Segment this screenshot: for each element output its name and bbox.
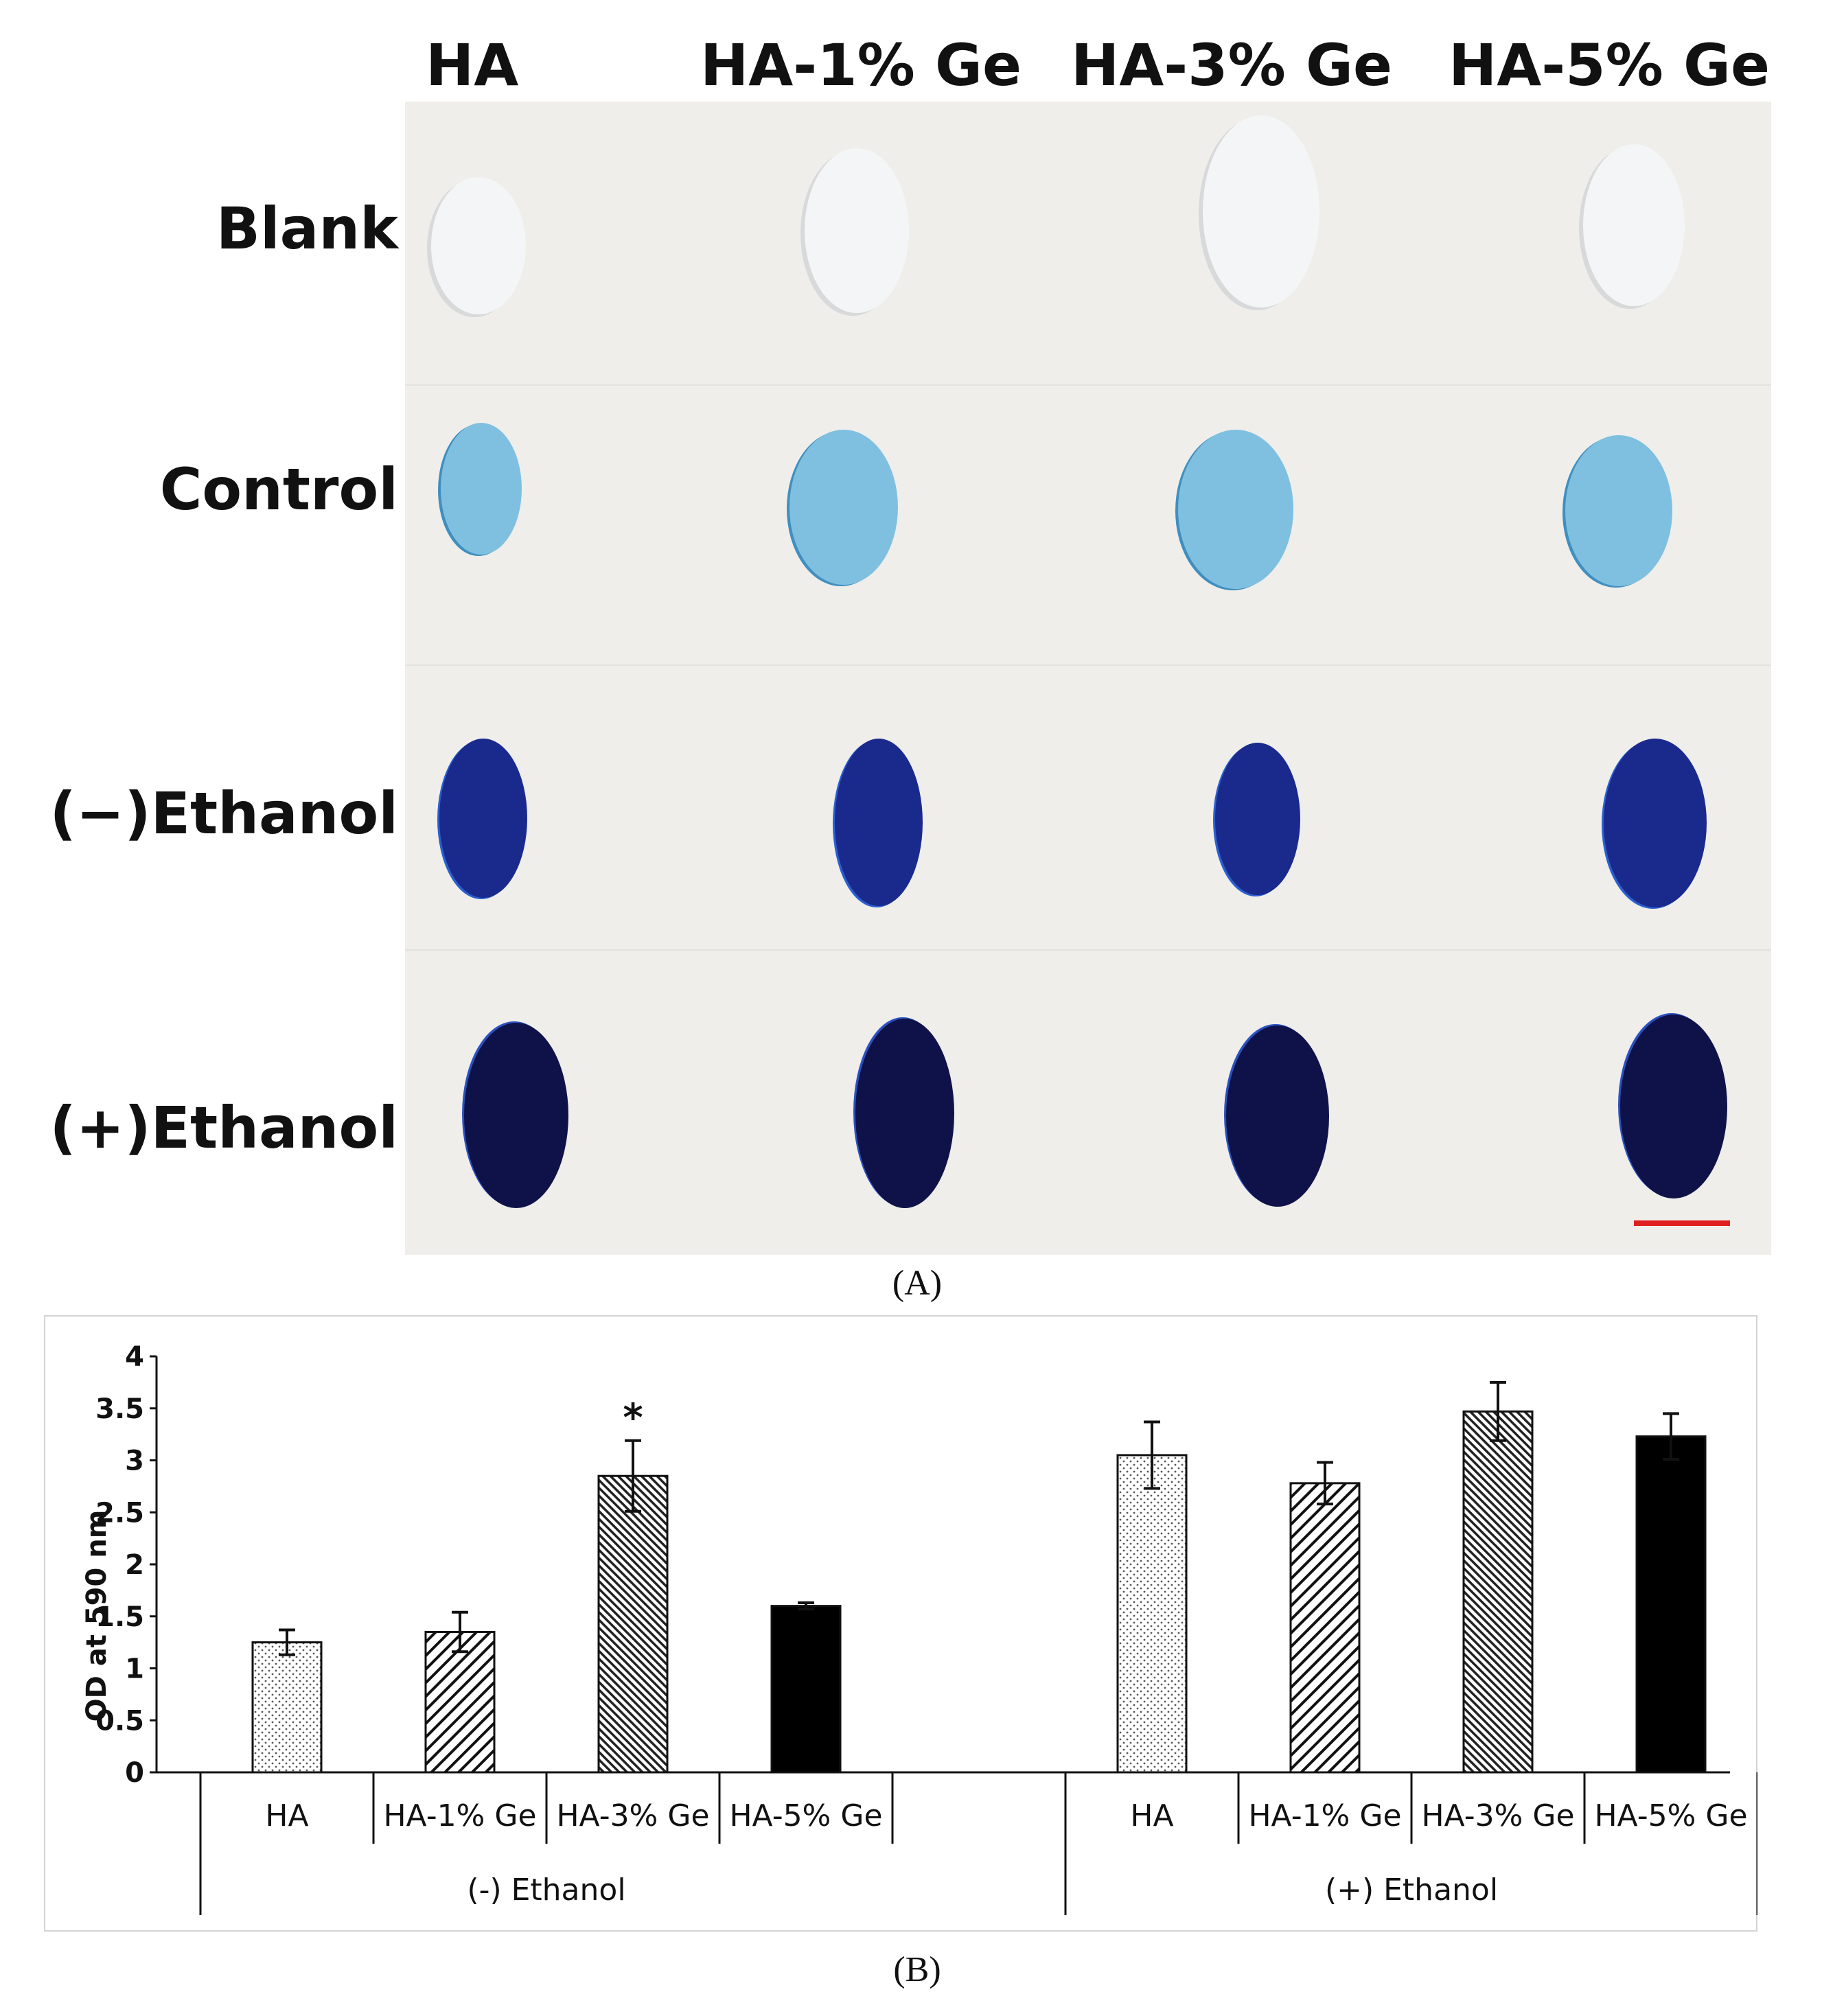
- bar: [597, 1474, 669, 1774]
- sample-photo: [405, 102, 1771, 1255]
- y-tick-label: 1.5: [95, 1601, 144, 1633]
- y-tick-label: 2.5: [95, 1497, 144, 1529]
- scale-bar: [1634, 1220, 1730, 1226]
- sample-disc-minus-ethanol-ha-5-ge: [1604, 739, 1707, 907]
- bar: [1289, 1482, 1361, 1774]
- y-tick-label: 4: [125, 1341, 144, 1373]
- group-label: (+) Ethanol: [1325, 1873, 1498, 1908]
- bar: [251, 1641, 323, 1774]
- group-label: (-) Ethanol: [467, 1873, 625, 1908]
- photo-divider: [405, 664, 1771, 666]
- sample-disc-control-ha: [441, 423, 522, 555]
- photo-divider: [405, 949, 1771, 951]
- sample-disc-blank-ha-3-ge: [1203, 115, 1319, 308]
- y-tick-label: 3: [125, 1446, 144, 1477]
- column-label-ha-5-ge: HA-5% Ge: [1449, 32, 1770, 99]
- bar: [770, 1605, 842, 1774]
- column-label-ha: HA: [426, 32, 519, 99]
- sample-disc-plus-ethanol-ha-1-ge: [855, 1019, 954, 1208]
- sample-disc-minus-ethanol-ha-3-ge: [1215, 743, 1300, 895]
- panel-a-caption: (A): [892, 1264, 943, 1303]
- y-tick-label: 3.5: [95, 1393, 144, 1425]
- bar: [1116, 1454, 1188, 1774]
- y-tick-label: 1: [125, 1654, 144, 1685]
- category-label: HA-1% Ge: [1248, 1798, 1401, 1833]
- sample-disc-control-ha-5-ge: [1565, 435, 1672, 586]
- column-label-ha-1-ge: HA-1% Ge: [700, 32, 1022, 99]
- category-label: HA-5% Ge: [1594, 1798, 1747, 1833]
- photo-divider: [405, 384, 1771, 386]
- row-label-plus-ethanol: (+)Ethanol: [49, 1094, 399, 1161]
- category-label: HA-1% Ge: [383, 1798, 536, 1833]
- od-bar-chart: OD at 590 nm 0 0.5 1 1.5 2 2.5 3 3.5 4 * HA HA-1%…: [81, 1341, 1757, 1915]
- y-tick-label: 2: [125, 1549, 144, 1581]
- bar: [1462, 1410, 1534, 1774]
- bar: [1635, 1435, 1707, 1774]
- sample-disc-plus-ethanol-ha-5-ge: [1620, 1015, 1727, 1198]
- row-label-minus-ethanol: (−)Ethanol: [49, 780, 399, 847]
- sample-disc-control-ha-1-ge: [789, 430, 898, 585]
- category-label: HA-3% Ge: [556, 1798, 709, 1833]
- panel-b-caption: (B): [893, 1950, 941, 1989]
- sample-disc-minus-ethanol-ha: [439, 739, 527, 898]
- y-tick-label: 0: [125, 1757, 144, 1789]
- row-label-blank: Blank: [216, 195, 398, 262]
- sample-disc-blank-ha-1-ge: [805, 148, 909, 313]
- column-label-ha-3-ge: HA-3% Ge: [1071, 32, 1392, 99]
- category-label: HA: [1130, 1798, 1173, 1833]
- sample-disc-blank-ha-5-ge: [1583, 144, 1685, 306]
- sample-disc-blank-ha: [431, 177, 526, 314]
- sample-disc-minus-ethanol-ha-1-ge: [835, 739, 923, 906]
- sample-disc-plus-ethanol-ha-3-ge: [1226, 1026, 1329, 1207]
- category-label: HA-3% Ge: [1421, 1798, 1574, 1833]
- sample-disc-plus-ethanol-ha: [464, 1023, 568, 1208]
- y-axis-label: OD at 590 nm: [81, 1510, 113, 1722]
- category-label: HA-5% Ge: [729, 1798, 882, 1833]
- row-label-control: Control: [159, 456, 398, 523]
- significance-annotation: *: [623, 1396, 643, 1441]
- y-tick-label: 0.5: [95, 1705, 144, 1737]
- sample-disc-control-ha-3-ge: [1178, 430, 1293, 589]
- category-label: HA: [265, 1798, 308, 1833]
